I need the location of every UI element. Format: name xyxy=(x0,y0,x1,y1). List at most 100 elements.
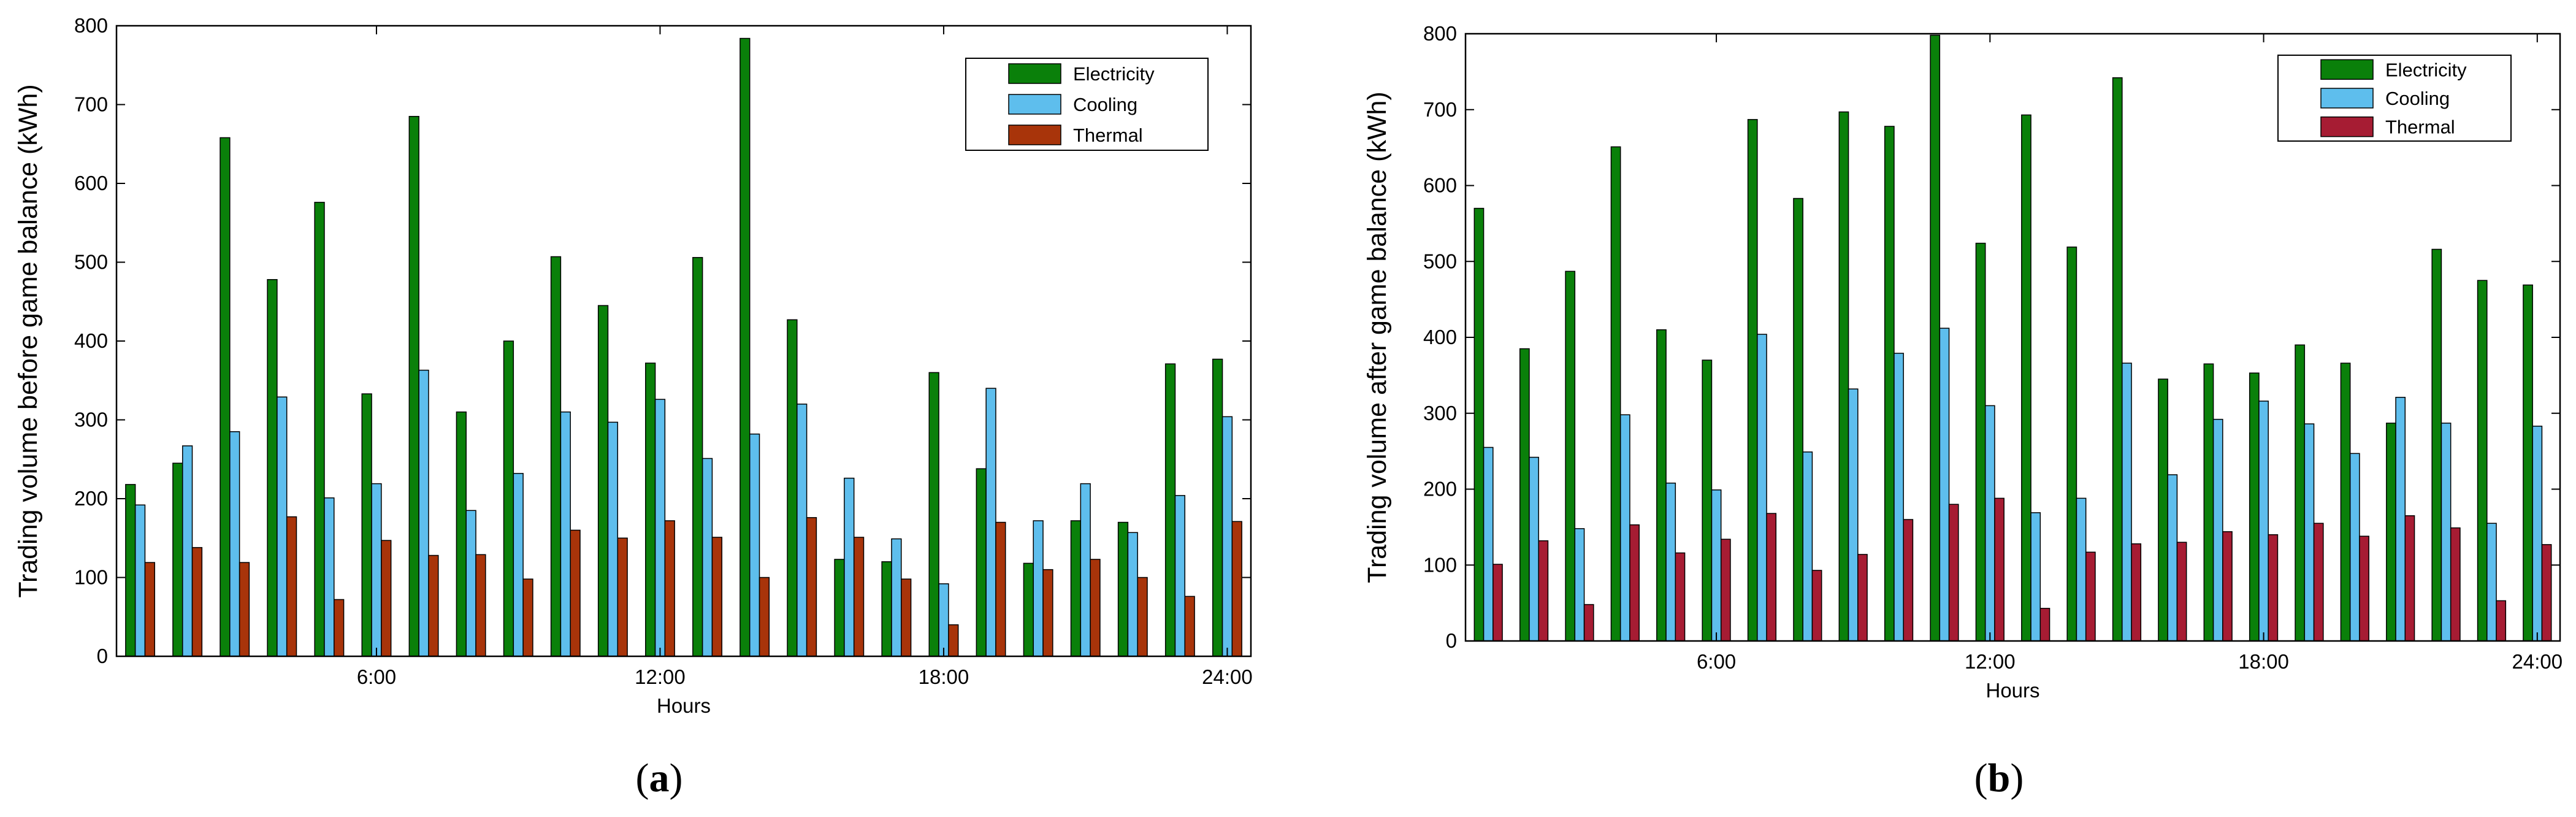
bar xyxy=(522,578,533,657)
y-axis-label: Trading volume after game balance (kWh) xyxy=(1363,91,1392,583)
bar xyxy=(2158,378,2168,642)
bar xyxy=(797,404,808,657)
bar xyxy=(1675,552,1686,642)
bar xyxy=(1023,562,1034,657)
bar xyxy=(1838,111,1849,642)
legend: Electricity Cooling Thermal xyxy=(965,58,1209,151)
bar xyxy=(314,202,325,657)
bar xyxy=(1702,359,1713,642)
bar xyxy=(2450,527,2461,642)
bar xyxy=(1894,353,1904,642)
bar xyxy=(1117,521,1129,657)
y-tick-label: 600 xyxy=(1423,174,1457,197)
bar xyxy=(740,37,751,657)
bar xyxy=(1212,358,1223,657)
bar xyxy=(2112,77,2123,642)
bar xyxy=(1757,334,1767,642)
bar xyxy=(220,137,231,657)
bar xyxy=(1848,388,1859,642)
bar xyxy=(787,319,798,657)
bar xyxy=(1939,328,1950,642)
bar xyxy=(550,256,562,657)
y-tick-label: 700 xyxy=(1423,98,1457,121)
bar xyxy=(428,554,439,657)
legend-swatch xyxy=(2320,116,2374,137)
bar xyxy=(2486,523,2497,642)
bar xyxy=(172,462,183,657)
x-tick-label: 12:00 xyxy=(635,665,686,688)
bar xyxy=(976,468,987,657)
bar xyxy=(749,433,760,657)
y-tick-label: 0 xyxy=(1446,629,1457,652)
bar xyxy=(1042,569,1053,657)
bar xyxy=(1538,540,1549,642)
bar xyxy=(834,559,845,657)
chart-panel-a: 0 100 200 300 400 500 600 700 800 6:00 12:00 18:00 2… xyxy=(13,14,1253,800)
bar xyxy=(134,504,146,657)
legend-box xyxy=(965,58,1209,151)
panel-label: (b) xyxy=(1974,756,2024,800)
bar xyxy=(286,516,297,657)
bar xyxy=(191,547,203,657)
bar xyxy=(607,421,619,657)
bar xyxy=(513,473,524,657)
bar xyxy=(1583,604,1594,642)
bar xyxy=(597,305,609,657)
bar xyxy=(2222,531,2233,642)
bar xyxy=(2203,363,2214,642)
bar xyxy=(1529,456,1539,642)
y-tick-label: 700 xyxy=(74,93,108,116)
bar xyxy=(844,477,855,657)
bar xyxy=(881,561,892,657)
bar xyxy=(2386,423,2396,642)
y-tick-label: 100 xyxy=(74,566,108,589)
bar xyxy=(570,529,581,657)
legend-swatch xyxy=(2320,59,2374,80)
bar xyxy=(2085,551,2096,642)
bar xyxy=(2268,534,2279,642)
x-tick-label: 6:00 xyxy=(1697,650,1736,673)
bar xyxy=(1903,519,1914,642)
bar xyxy=(2395,397,2406,642)
x-tick-label: 24:00 xyxy=(2512,650,2563,673)
bar xyxy=(1656,329,1667,642)
y-tick-label: 200 xyxy=(1423,478,1457,501)
bar xyxy=(654,399,666,657)
bar xyxy=(560,411,571,657)
bar xyxy=(692,257,703,657)
bar xyxy=(1164,363,1176,657)
bar xyxy=(2212,418,2223,642)
bar xyxy=(125,484,136,657)
y-tick-label: 200 xyxy=(74,487,108,510)
bar xyxy=(2131,543,2142,642)
bar xyxy=(928,372,939,657)
bar xyxy=(371,483,382,657)
bar xyxy=(1984,405,1995,642)
bar xyxy=(948,624,959,657)
x-tick-label: 18:00 xyxy=(2238,650,2289,673)
legend-entry: Thermal xyxy=(1073,125,1143,146)
chart-panel-b: 0 100 200 300 400 500 600 700 800 6:00 12:00 18:00 2… xyxy=(1363,22,2563,800)
bar xyxy=(1174,495,1186,657)
y-tick-label: 300 xyxy=(1423,402,1457,424)
bar xyxy=(229,431,240,657)
bar xyxy=(2431,248,2442,642)
y-tick-label: 0 xyxy=(97,645,108,667)
bar xyxy=(1747,119,1758,642)
x-tick-label: 12:00 xyxy=(1965,650,2016,673)
legend-entry: Cooling xyxy=(1073,94,1137,115)
series-thermal xyxy=(1492,497,2552,642)
bar xyxy=(995,521,1006,657)
bar xyxy=(2076,497,2087,642)
bar xyxy=(182,445,193,657)
y-tick-label: 800 xyxy=(74,14,108,37)
bar xyxy=(617,537,628,657)
bar xyxy=(2167,474,2178,642)
bar xyxy=(2340,362,2351,642)
bar xyxy=(2304,423,2315,642)
bar xyxy=(2258,401,2269,642)
bar xyxy=(901,578,912,657)
bar xyxy=(2295,344,2306,642)
legend-swatch xyxy=(2320,88,2374,109)
bar xyxy=(759,577,770,657)
